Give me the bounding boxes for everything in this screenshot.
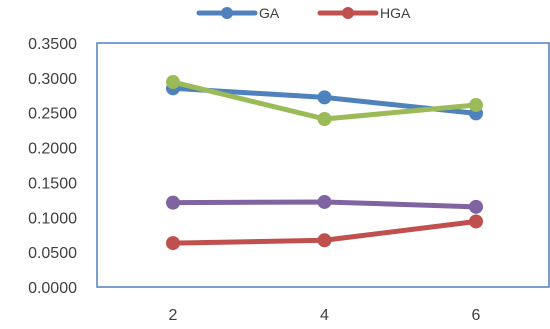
data-point (469, 199, 483, 214)
series-2 (166, 214, 483, 251)
y-axis: 0.0000 0.0500 0.1000 0.1500 0.2000 0.2500 0.30… (28, 36, 77, 297)
legend-label: GA (259, 5, 280, 21)
data-point (469, 214, 483, 229)
x-tick-label: 2 (169, 307, 178, 324)
legend-item: GA (196, 5, 280, 21)
data-point (317, 90, 332, 105)
x-tick-label: 4 (320, 307, 329, 324)
legend: GA HGA (196, 5, 411, 21)
legend-label: HGA (380, 5, 411, 21)
y-tick-label: 0.2500 (28, 106, 77, 123)
y-tick-label: 0.0000 (28, 280, 77, 297)
legend-marker (342, 7, 354, 19)
data-point (469, 98, 483, 113)
series-group (166, 75, 483, 251)
plot-area-frame (96, 42, 550, 288)
y-tick-label: 0.3000 (28, 71, 77, 88)
data-point (317, 233, 332, 248)
y-tick-label: 0.2000 (28, 141, 77, 158)
data-point (166, 195, 180, 210)
series-4 (166, 194, 483, 214)
data-point (317, 111, 332, 126)
y-tick-label: 0.3500 (28, 36, 77, 53)
legend-item: HGA (317, 5, 411, 21)
data-point (317, 194, 332, 209)
data-point (166, 236, 180, 251)
legend-marker (221, 7, 233, 19)
y-tick-label: 0.0500 (28, 245, 77, 262)
x-axis: 2 4 6 (169, 307, 481, 324)
y-tick-label: 0.1500 (28, 175, 77, 192)
series-3 (166, 75, 483, 126)
data-point (166, 75, 180, 90)
y-tick-label: 0.1000 (28, 210, 77, 227)
x-tick-label: 6 (472, 307, 481, 324)
